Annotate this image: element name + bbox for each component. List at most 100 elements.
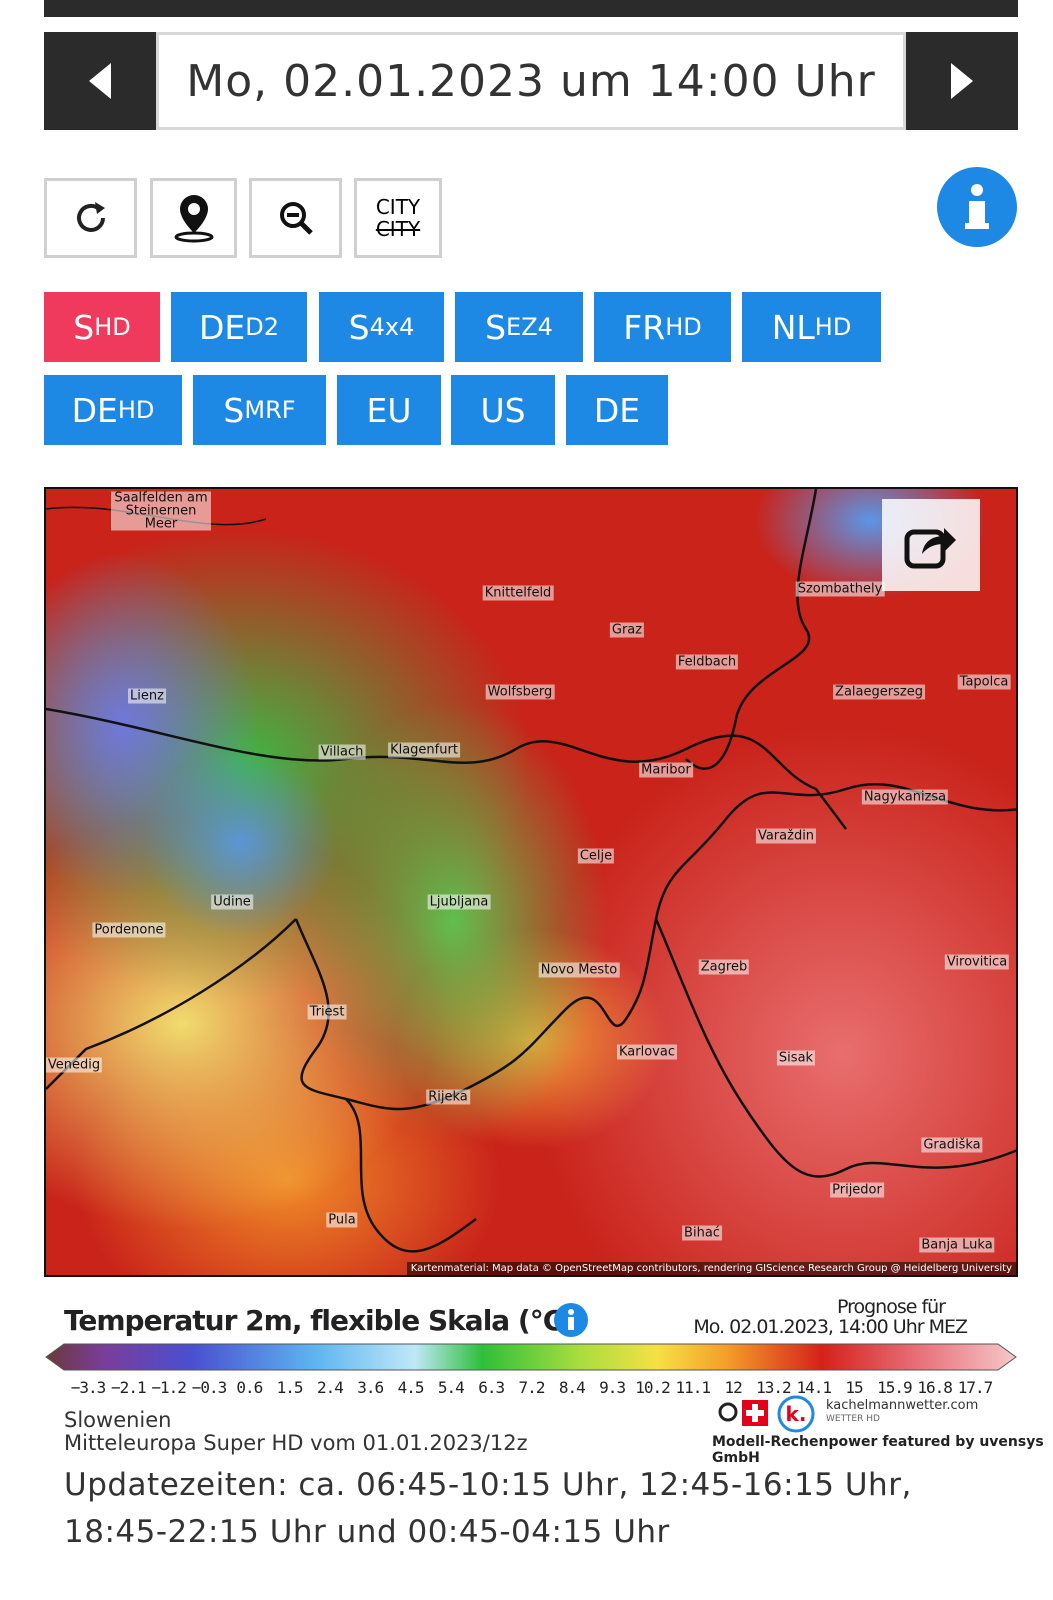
legend-tick: −0.3 — [191, 1378, 228, 1397]
location-icon — [174, 195, 213, 243]
color-scale — [45, 1343, 1017, 1371]
city-label: Pula — [326, 1212, 358, 1228]
legend-tick: −2.1 — [111, 1378, 147, 1397]
city-label: Prijedor — [830, 1182, 884, 1198]
city-label: Novo Mesto — [538, 962, 620, 978]
city-label: Saalfelden am Steinernen Meer — [111, 491, 211, 531]
city-label: Pordenone — [92, 922, 166, 938]
model-button[interactable]: EU — [337, 375, 441, 445]
legend-tick: 6.3 — [478, 1378, 505, 1397]
model-button[interactable]: NL HD — [742, 292, 881, 362]
city-label: Karlovac — [617, 1044, 677, 1060]
model-button[interactable]: DE HD — [44, 375, 182, 445]
city-label: Maribor — [639, 762, 693, 778]
city-label-off: CITY — [375, 217, 421, 241]
model-name: US — [480, 390, 526, 430]
model-button[interactable]: FR HD — [594, 292, 731, 362]
model-name: FR — [623, 307, 666, 347]
prev-button[interactable] — [44, 32, 156, 130]
legend-tick: 15 — [845, 1378, 863, 1397]
city-label: Udine — [211, 894, 253, 910]
legend-title: Temperatur 2m, flexible Skala (°C) — [64, 1304, 575, 1337]
model-sub: MRF — [244, 396, 296, 424]
city-label: Banja Luka — [919, 1237, 995, 1253]
legend-tick: 10.2 — [635, 1378, 671, 1397]
city-label: Knittelfeld — [482, 585, 554, 601]
legend-tick: 1.5 — [276, 1378, 304, 1397]
model-sub: HD — [665, 313, 702, 341]
reload-button[interactable] — [44, 178, 137, 258]
model-name: NL — [771, 307, 815, 347]
city-label: CITY — [375, 195, 421, 219]
city-label: Triest — [307, 1004, 347, 1020]
model-button[interactable]: S HD — [44, 292, 160, 362]
model-name: EU — [366, 390, 412, 430]
legend-tick: 2.4 — [316, 1378, 344, 1397]
model-name: DE — [71, 390, 118, 430]
zoom-out-button[interactable] — [249, 178, 342, 258]
city-label: Rijeka — [426, 1089, 470, 1105]
legend-info[interactable] — [553, 1302, 589, 1338]
credit: Modell-Rechenpower featured by uvensys G… — [712, 1434, 1044, 1466]
share-button[interactable] — [882, 499, 980, 591]
model-button[interactable]: S MRF — [193, 375, 326, 445]
legend-tick: 13.2 — [756, 1378, 792, 1397]
location-button[interactable] — [150, 178, 237, 258]
model-name: S — [223, 390, 245, 430]
legend-tick: 8.4 — [558, 1378, 586, 1397]
map-attribution: Kartenmaterial: Map data © OpenStreetMap… — [406, 1262, 1016, 1275]
next-icon — [951, 63, 973, 99]
city-label: Klagenfurt — [388, 742, 460, 758]
legend-tick: 11.1 — [675, 1378, 712, 1397]
info-button[interactable] — [936, 166, 1018, 248]
reload-icon — [76, 202, 105, 232]
model-sub: EZ4 — [506, 313, 553, 341]
svg-text:k.: k. — [786, 1402, 807, 1426]
legend-tick: 5.4 — [437, 1378, 465, 1397]
region: Slowenien — [64, 1408, 172, 1432]
model-name: DE — [198, 307, 246, 347]
model-button[interactable]: DE — [566, 375, 668, 445]
city-label: Villach — [318, 744, 366, 760]
date-display[interactable]: Mo, 02.01.2023 um 14:00 Uhr — [156, 32, 906, 130]
share-icon — [904, 528, 956, 569]
city-label: Ljubljana — [427, 894, 491, 910]
city-label: Wolfsberg — [485, 684, 555, 700]
legend-tick: 9.3 — [599, 1378, 626, 1397]
model-button[interactable]: US — [451, 375, 555, 445]
model-name: S — [348, 307, 370, 347]
model-name: S — [73, 307, 95, 347]
city-label: Sisak — [776, 1050, 816, 1066]
legend-tick: 17.7 — [957, 1378, 994, 1397]
model-button[interactable]: S EZ4 — [455, 292, 583, 362]
forecast-label: Prognose für — [836, 1296, 946, 1318]
model-button[interactable]: S 4x4 — [319, 292, 444, 362]
city-label: Graz — [609, 622, 645, 638]
update-times: Updatezeiten: ca. 06:45-10:15 Uhr, 12:45… — [64, 1467, 912, 1550]
model-sub: D2 — [245, 313, 279, 341]
zoom-out-icon — [279, 202, 313, 235]
legend-tick: 15.9 — [877, 1378, 913, 1397]
city-label: Lienz — [128, 688, 166, 704]
forecast-time: Mo. 02.01.2023, 14:00 Uhr MEZ — [693, 1316, 968, 1338]
prev-icon — [89, 63, 111, 99]
model-name: S — [485, 307, 507, 347]
city-toggle[interactable]: CITY CITY — [354, 178, 442, 258]
logo-subtext: WETTER HD — [826, 1414, 880, 1424]
city-label: Celje — [577, 848, 615, 864]
legend-tick: 12 — [724, 1378, 742, 1397]
legend-tick: 7.2 — [518, 1378, 546, 1397]
city-label: Varaždin — [755, 828, 817, 844]
legend-tick: 14.1 — [796, 1378, 832, 1397]
city-label: Szombathely — [795, 581, 885, 597]
model-button[interactable]: DE D2 — [171, 292, 307, 362]
model-sub: 4x4 — [369, 313, 415, 341]
legend-tick: 0.6 — [236, 1378, 263, 1397]
logo-text: kachelmannwetter.com — [826, 1398, 979, 1413]
city-label: Feldbach — [675, 654, 739, 670]
city-label: Virovitica — [944, 954, 1010, 970]
next-button[interactable] — [906, 32, 1018, 130]
city-label: Nagykanizsa — [861, 789, 949, 805]
model-sub: HD — [94, 313, 131, 341]
